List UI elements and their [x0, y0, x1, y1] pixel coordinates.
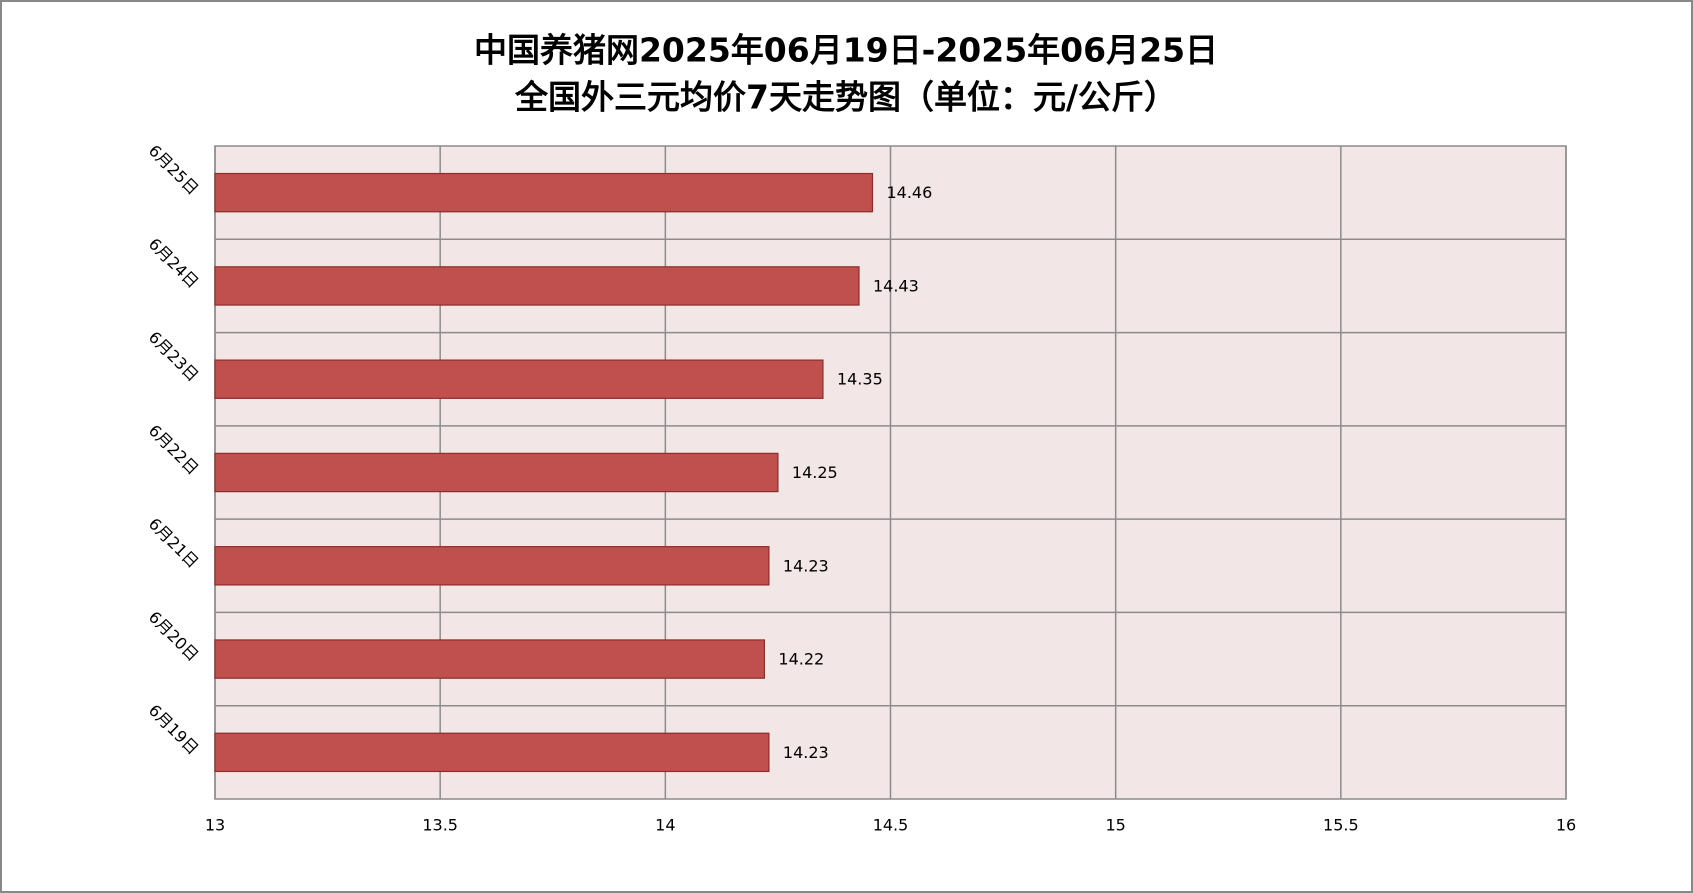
- bar: [214, 266, 860, 306]
- chart-subtitle: 全国外三元均价7天走势图（单位：元/公斤）: [514, 78, 1177, 117]
- x-tick-label: 15.5: [1323, 816, 1359, 835]
- x-tick-label: 15: [1105, 816, 1125, 835]
- bar: [214, 452, 779, 493]
- chart-title: 中国养猪网2025年06月19日-2025年06月25日: [474, 31, 1218, 70]
- x-tick-label: 14: [655, 816, 675, 835]
- value-label: 14.46: [886, 183, 932, 202]
- x-tick-label: 16: [1556, 816, 1576, 835]
- bar: [214, 359, 824, 399]
- value-label: 14.43: [873, 276, 919, 295]
- value-label: 14.22: [778, 650, 824, 669]
- bar: [214, 639, 766, 679]
- x-tick-label: 13: [205, 816, 225, 835]
- x-tick-label: 13.5: [422, 816, 458, 835]
- value-label: 14.23: [783, 743, 829, 762]
- x-tick-label: 14.5: [873, 816, 909, 835]
- bar: [214, 732, 770, 773]
- value-label: 14.25: [792, 463, 838, 482]
- value-label: 14.35: [837, 370, 883, 389]
- bar: [214, 172, 874, 213]
- bar: [214, 546, 770, 586]
- value-label: 14.23: [783, 556, 829, 575]
